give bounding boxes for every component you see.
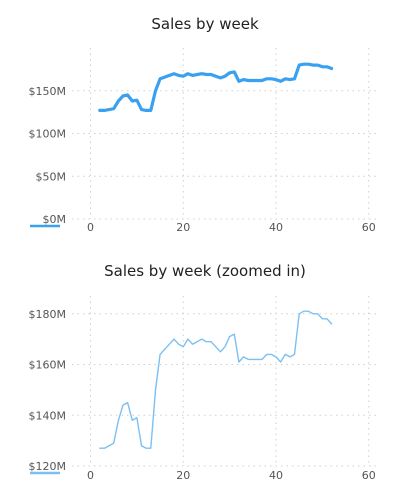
y-tick-label: $180M — [29, 308, 67, 321]
x-tick-label: 0 — [87, 469, 94, 482]
series-line — [98, 62, 334, 113]
x-tick-label: 60 — [362, 221, 376, 234]
y-tick-label: $150M — [29, 85, 67, 98]
chart-2: Sales by week (zoomed in) 0 20 40 60 $120M $14… — [29, 262, 378, 482]
x-tick-label: 20 — [176, 469, 190, 482]
chart-1: Sales by week 0 20 40 60 $0M $50M $100M $150M — [29, 15, 378, 234]
x-tick-label: 20 — [176, 221, 190, 234]
y-tick-label: $120M — [29, 460, 67, 473]
y-tick-label: $140M — [29, 409, 67, 422]
chart-title: Sales by week — [151, 15, 259, 33]
y-tick-label: $50M — [36, 170, 67, 183]
x-tick-label: 40 — [269, 221, 283, 234]
x-tick-label: 0 — [87, 221, 94, 234]
y-tick-label: $0M — [43, 213, 67, 226]
x-tick-label: 60 — [362, 469, 376, 482]
y-tick-label: $160M — [29, 359, 67, 372]
y-tick-label: $100M — [29, 128, 67, 141]
chart-title: Sales by week (zoomed in) — [104, 262, 306, 280]
series-line — [99, 310, 333, 449]
x-tick-label: 40 — [269, 469, 283, 482]
